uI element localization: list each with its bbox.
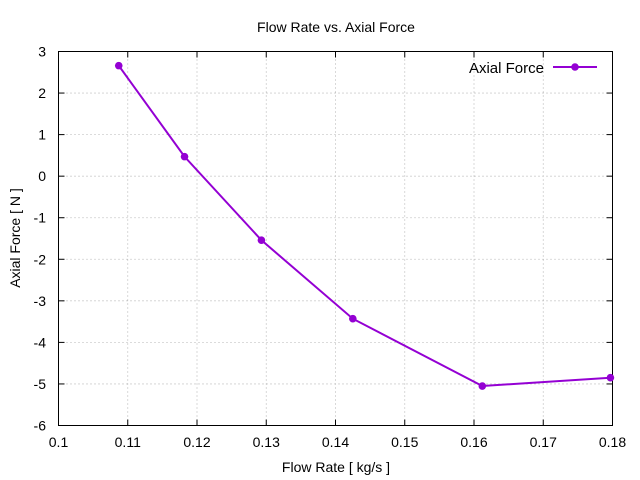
y-tick-label: -6 xyxy=(34,418,47,434)
y-tick-label: 3 xyxy=(38,44,46,60)
x-tick-label: 0.16 xyxy=(460,434,487,450)
x-tick-label: 0.13 xyxy=(253,434,280,450)
x-tick-label: 0.14 xyxy=(322,434,349,450)
data-point xyxy=(114,61,123,70)
series-line xyxy=(117,65,611,388)
legend-marker-sample xyxy=(571,63,579,71)
x-axis-title: Flow Rate [ kg/s ] xyxy=(282,459,390,475)
x-tick-label: 0.17 xyxy=(530,434,557,450)
y-tick-label: 1 xyxy=(38,127,46,143)
x-tick-label: 0.18 xyxy=(599,434,626,450)
y-tick-label: -5 xyxy=(34,376,47,392)
chart-title: Flow Rate vs. Axial Force xyxy=(257,19,415,35)
data-point xyxy=(349,314,357,323)
data-series xyxy=(114,61,615,390)
legend-label: Axial Force xyxy=(469,60,544,77)
x-tick-label: 0.1 xyxy=(49,434,69,450)
y-tick-label: -1 xyxy=(34,210,47,226)
grid-lines xyxy=(58,51,613,426)
x-tick-label: 0.11 xyxy=(115,434,141,450)
data-point xyxy=(180,152,189,161)
x-tick-label: 0.12 xyxy=(183,434,210,450)
y-tick-label: -2 xyxy=(34,251,47,267)
data-point xyxy=(257,236,266,244)
y-tick-label: -3 xyxy=(34,293,47,309)
axis-ticks xyxy=(58,51,613,426)
data-point xyxy=(606,373,615,382)
y-axis-title: Axial Force [ N ] xyxy=(7,188,23,288)
data-point xyxy=(478,382,487,390)
y-tick-label: 2 xyxy=(38,85,46,101)
legend: Axial Force xyxy=(469,60,597,77)
y-tick-label: 0 xyxy=(38,168,46,184)
x-tick-label: 0.15 xyxy=(391,434,418,450)
y-tick-label: -4 xyxy=(34,334,47,350)
tick-labels: 0.1 0.11 0.12 0.13 0.14 0.15 0.16 0.17 0.18 -6 -5 -… xyxy=(34,44,627,451)
